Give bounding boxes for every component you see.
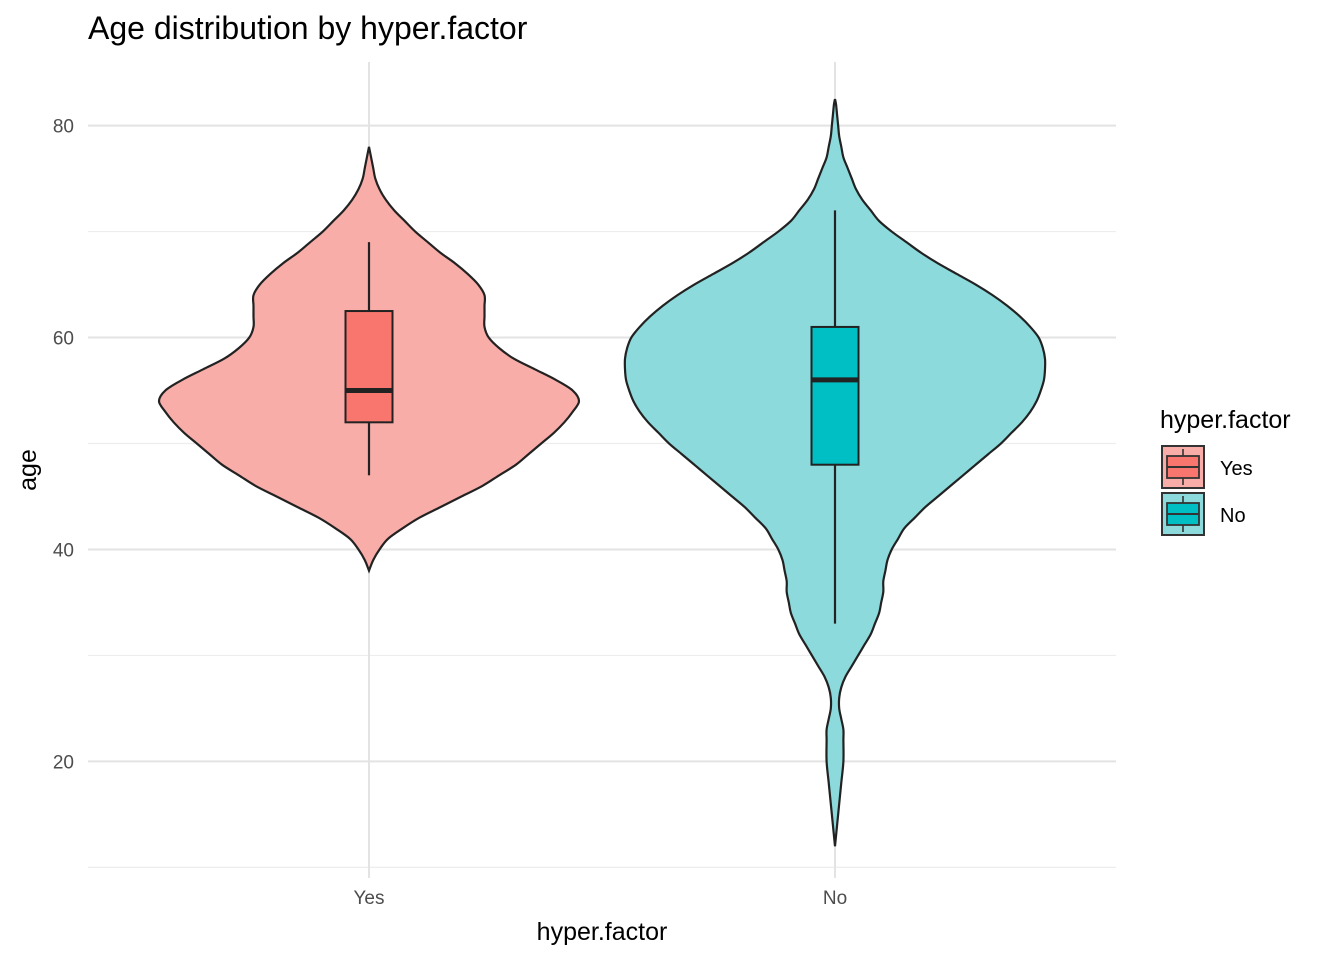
chart-title: Age distribution by hyper.factor [88,10,528,46]
violin-layer [157,98,1047,847]
y-axis-ticks: 20 40 60 80 [53,117,74,774]
box-no [810,325,860,466]
y-tick-label: 40 [53,540,74,561]
legend-label-yes: Yes [1220,458,1253,480]
legend-label-no: No [1220,505,1246,527]
x-tick-label: No [823,888,847,909]
boxplot-layer [344,210,860,624]
y-axis-title: age [14,449,42,491]
x-tick-label: Yes [354,888,385,909]
legend-title: hyper.factor [1160,406,1291,434]
x-axis-ticks: Yes No [354,888,848,909]
y-tick-label: 20 [53,752,74,773]
legend: hyper.factor Yes No [1160,406,1291,536]
x-axis-title: hyper.factor [537,918,668,946]
y-tick-label: 80 [53,117,74,138]
y-tick-label: 60 [53,329,74,350]
box-yes [344,310,394,424]
